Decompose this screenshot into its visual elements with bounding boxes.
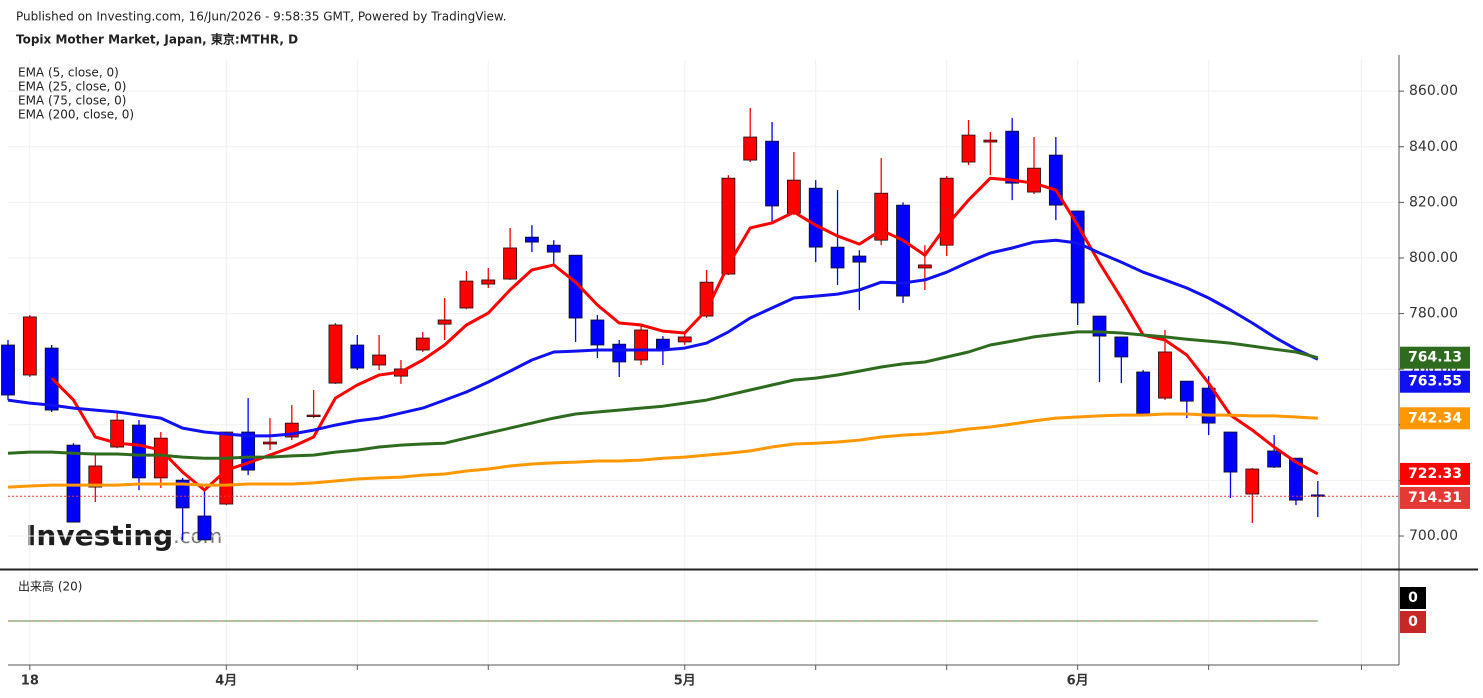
x-tick-label: 18: [21, 674, 39, 689]
candle-body: [132, 424, 146, 479]
candle-body: [1267, 450, 1282, 468]
candle-body: [350, 344, 365, 369]
volume-ma-label-box: [1400, 587, 1426, 609]
candle-body: [153, 437, 168, 479]
candle-body: [939, 177, 954, 246]
y-tick-label: 800.00: [1409, 250, 1458, 266]
x-tick-label: 4月: [215, 674, 237, 689]
candle-body: [372, 354, 387, 366]
candle-body: [1223, 431, 1238, 473]
price-label: 763.55: [1408, 374, 1462, 390]
volume-label: 0: [1408, 614, 1418, 630]
volume-ma-label: 0: [1408, 590, 1418, 606]
ema-line: [7, 238, 1319, 438]
legend-item: EMA (5, close, 0): [18, 66, 119, 80]
candle-body: [1005, 130, 1020, 184]
candle-body: [481, 279, 496, 285]
watermark: Investing.com: [26, 519, 222, 552]
price-label-box: [1400, 346, 1470, 369]
legend-item: EMA (200, close, 0): [18, 108, 134, 122]
y-tick-label: 820.00: [1409, 194, 1458, 210]
ema-line: [7, 330, 1319, 460]
candle-body: [765, 140, 779, 207]
ema-line: [7, 412, 1318, 489]
candle-body: [983, 139, 998, 143]
candle-body: [852, 255, 867, 263]
candle-body: [22, 316, 37, 376]
candle-body: [197, 515, 212, 541]
candle-body: [1289, 457, 1303, 501]
candle-body: [961, 134, 976, 163]
legend-item: EMA (75, close, 0): [18, 94, 126, 108]
candle-body: [503, 247, 517, 280]
candle-body: [546, 244, 561, 253]
candle-body: [88, 465, 103, 488]
x-tick-label: 5月: [674, 674, 696, 689]
candle-body: [459, 280, 474, 309]
candle-body: [1027, 167, 1041, 193]
volume-title: 出来高 (20): [18, 579, 82, 594]
candle-body: [1245, 468, 1260, 495]
candle-body: [568, 254, 583, 319]
price-label: 722.33: [1408, 466, 1462, 482]
candle-body: [808, 187, 823, 248]
candle-body: [175, 479, 190, 509]
candle-body: [743, 136, 758, 161]
candle-body: [306, 414, 321, 417]
candle-body: [917, 264, 932, 269]
y-tick-label: 780.00: [1409, 306, 1458, 322]
candle-body: [110, 419, 125, 448]
price-label: 742.34: [1408, 410, 1462, 426]
candle-body: [1, 344, 15, 396]
y-tick-label: 700.00: [1409, 528, 1458, 544]
candle-body: [874, 192, 889, 241]
candle-body: [1070, 210, 1085, 304]
price-label-box: [1400, 407, 1470, 430]
grid: [8, 60, 1399, 670]
candle-body: [1201, 387, 1216, 424]
candle-body: [1158, 351, 1172, 399]
candle-body: [263, 441, 277, 445]
y-tick-label: 840.00: [1409, 139, 1458, 155]
y-tick-label: 860.00: [1409, 83, 1458, 99]
candle-body: [634, 329, 648, 361]
published: Published on Investing.com, 16/Jun/2026 …: [16, 10, 506, 24]
price-label-box: [1400, 370, 1470, 393]
price-label: 714.31: [1408, 490, 1462, 506]
price-label-box: [1400, 462, 1470, 485]
candle-body: [1136, 371, 1151, 415]
candle-body: [786, 179, 801, 214]
candle-body: [677, 336, 692, 343]
candle-body: [612, 343, 627, 363]
candle-body: [525, 236, 539, 243]
watermark-brand: Investing: [26, 519, 173, 552]
candle-body: [830, 246, 845, 269]
candle-body: [721, 177, 736, 275]
price-label: 764.13: [1408, 350, 1462, 366]
candle-body: [590, 319, 605, 346]
x-tick-label: 6月: [1067, 674, 1089, 689]
candle-body: [1179, 380, 1194, 402]
chart-title: Topix Mother Market, Japan, 東京:MTHR, D: [16, 32, 298, 47]
legend-item: EMA (25, close, 0): [18, 80, 126, 94]
candle-body: [328, 324, 343, 384]
candle-body: [896, 204, 910, 297]
candle-body: [437, 319, 452, 325]
candle-body: [415, 337, 430, 351]
volume-label-box: [1400, 611, 1426, 633]
price-label-box: [1400, 486, 1470, 509]
candle-body: [1114, 336, 1129, 358]
